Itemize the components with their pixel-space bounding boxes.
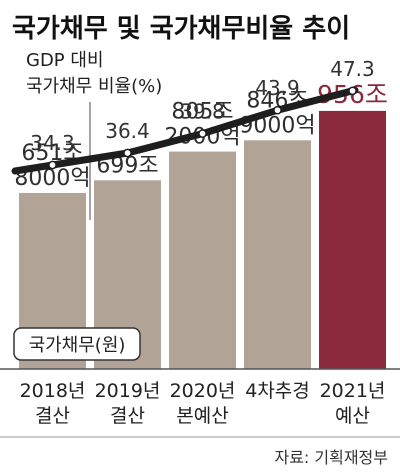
line-annotation: GDP 대비 국가채무 비율(%) bbox=[26, 50, 162, 220]
legend-label: 국가채무(원) bbox=[29, 335, 126, 356]
rate-label-0: 34.3 bbox=[30, 131, 75, 155]
category-label-4-1: 예산 bbox=[335, 405, 370, 427]
legend: 국가채무(원) bbox=[13, 327, 141, 361]
rate-point-4 bbox=[348, 86, 357, 96]
rate-point-0 bbox=[48, 160, 57, 170]
category-label-0-0: 2018년 bbox=[20, 380, 86, 402]
source-text: 자료: 기획재정부 bbox=[274, 448, 388, 467]
line-annotation-line-2: 국가채무 비율(%) bbox=[26, 76, 162, 97]
category-label-1-0: 2019년 bbox=[95, 380, 161, 402]
line-series bbox=[11, 86, 359, 175]
category-label-0-1: 결산 bbox=[35, 405, 70, 427]
rate-label-2: 39.8 bbox=[180, 100, 225, 124]
rate-point-3 bbox=[273, 105, 282, 115]
title-group: 국가채무 및 국가채무비율 추이 bbox=[12, 14, 350, 44]
rate-label-1: 36.4 bbox=[105, 119, 150, 143]
category-label-3-0: 4차추경 bbox=[245, 380, 310, 402]
legend-box bbox=[13, 327, 141, 361]
rate-label-4: 47.3 bbox=[330, 57, 375, 81]
category-label-1-1: 결산 bbox=[110, 405, 145, 427]
bar-2 bbox=[169, 151, 236, 369]
bar-3 bbox=[244, 140, 311, 369]
category-label-2-1: 본예산 bbox=[176, 405, 228, 427]
rate-point-1 bbox=[123, 148, 132, 158]
rate-labels: 34.3 36.4 39.8 43.9 47.3 bbox=[30, 57, 375, 155]
chart-title: 국가채무 및 국가채무비율 추이 bbox=[12, 14, 350, 44]
line-annotation-line-1: GDP 대비 bbox=[26, 50, 104, 71]
bar-4 bbox=[319, 110, 386, 370]
rate-point-2 bbox=[198, 129, 207, 138]
category-label-2-0: 2020년 bbox=[170, 380, 236, 402]
category-label-4-0: 2021년 bbox=[320, 380, 386, 402]
rate-label-3: 43.9 bbox=[255, 76, 300, 100]
bar-label-2-0: 805조 bbox=[171, 100, 233, 125]
